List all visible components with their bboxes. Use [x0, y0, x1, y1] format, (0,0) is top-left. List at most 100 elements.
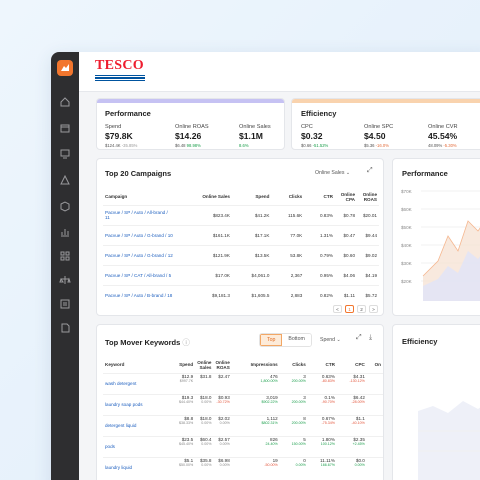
cell-value: 3,019: [266, 394, 278, 400]
table-row[interactable]: Pacvue / SP / CAT / All-brand / 5 $17.0K $…: [103, 265, 379, 285]
cell-value: $2.35: [353, 436, 365, 442]
online-sales-label: Online Sales: [239, 124, 271, 130]
column-header[interactable]: Online ROAS: [215, 359, 230, 370]
column-header[interactable]: Campaign: [105, 194, 128, 200]
campaign-link[interactable]: Pacvue / SP / Auto / B-brand / 18: [105, 292, 173, 298]
column-header[interactable]: Online CPA: [340, 191, 355, 202]
scale-icon[interactable]: [59, 274, 71, 286]
table-row[interactable]: detergent liquid $8.8 $38.33% $18.0 0.00% $2.…: [103, 415, 383, 436]
table-cell: $6.98 0.00%: [213, 457, 231, 478]
table-row[interactable]: laundry soap pods $19.3 $44.40% $18.0 0.00% $…: [103, 394, 383, 415]
bar-chart-icon[interactable]: [59, 226, 71, 238]
table-row[interactable]: Pacvue / SP / Auto / All-brand / 11 $823.…: [103, 205, 379, 225]
efficiency-area: [418, 401, 480, 480]
column-header[interactable]: Spend: [255, 194, 270, 200]
keyword-metric-dropdown[interactable]: Spend ⌄: [320, 337, 341, 343]
cpc-label: CPC: [301, 124, 313, 130]
column-header[interactable]: On: [374, 362, 381, 368]
column-header[interactable]: Clicks: [292, 362, 306, 368]
campaign-link[interactable]: Pacvue / SP / Auto / G-brand / 10: [105, 232, 173, 238]
performance-chart-title: Performance: [402, 169, 448, 178]
table-cell: $9.02: [365, 252, 378, 258]
campaigns-title: Top 20 Campaigns: [105, 169, 172, 178]
column-header[interactable]: Online ROAS: [362, 191, 377, 202]
column-header[interactable]: Online Sales: [197, 359, 212, 370]
table-row[interactable]: pods $23.5 $45.40% $60.4 0.00% $2.57 0.00% 826 2…: [103, 436, 383, 457]
warning-icon[interactable]: [59, 174, 71, 186]
campaign-link[interactable]: Pacvue / SP / Auto / All-brand / 11: [105, 210, 168, 220]
metric-dropdown[interactable]: Online Sales ⌄: [315, 170, 350, 176]
page-2-button[interactable]: 2: [357, 305, 366, 313]
expand-icon[interactable]: ⤢: [367, 167, 373, 174]
table-cell: $23.5 $45.40%: [167, 436, 195, 457]
table-cell: 826 24.40%: [232, 436, 280, 457]
app-logo-icon[interactable]: [57, 60, 73, 76]
efficiency-chart: [418, 401, 480, 480]
efficiency-accent-bar: [292, 99, 480, 103]
campaign-link[interactable]: Pacvue / SP / Auto / G-brand / 12: [105, 252, 173, 258]
column-header[interactable]: Impressions: [250, 362, 278, 368]
online-spc-label: Online SPC: [364, 124, 394, 130]
table-cell: [367, 373, 383, 394]
cell-change: 100.12%: [320, 441, 335, 446]
column-header[interactable]: Spend: [179, 362, 194, 368]
column-header[interactable]: CTR: [325, 362, 335, 368]
keyword-link[interactable]: wash detergent: [105, 380, 137, 386]
y-tick-label: $30K: [401, 261, 413, 266]
column-header[interactable]: CTR: [323, 194, 333, 200]
cell-value: 8: [303, 415, 306, 421]
cell-change: $38.33%: [179, 420, 194, 425]
table-row[interactable]: Pacvue / SP / Auto / G-brand / 10 $161.1K…: [103, 225, 379, 245]
prev-page-button[interactable]: <: [333, 305, 342, 313]
table-cell: $18.0 0.00%: [195, 394, 213, 415]
tesco-logo[interactable]: TESCO: [95, 59, 145, 81]
cell-change: -40.10%: [351, 420, 365, 425]
tab-top[interactable]: Top: [260, 334, 283, 346]
table-cell: $60.4 0.00%: [195, 436, 213, 457]
keyword-link[interactable]: laundry soap pods: [105, 401, 143, 407]
home-icon[interactable]: [59, 96, 71, 108]
table-row[interactable]: wash detergent $12.9 $997.7K $31.8 $2.47 476 1…: [103, 373, 383, 394]
keyword-link[interactable]: laundry liquid: [105, 465, 133, 471]
table-cell: 2,367: [290, 272, 303, 278]
cell-change: $997.7K: [179, 378, 194, 383]
campaign-link[interactable]: Pacvue / SP / CAT / All-brand / 5: [105, 272, 172, 278]
efficiency-chart-card: Efficiency: [392, 324, 480, 480]
column-header[interactable]: Online Sales: [202, 194, 230, 200]
next-page-button[interactable]: >: [369, 305, 378, 313]
page-1-button[interactable]: 1: [345, 305, 354, 313]
download-icon[interactable]: ⤓: [369, 334, 373, 341]
calendar-icon[interactable]: [59, 122, 71, 134]
table-row[interactable]: Pacvue / SP / Auto / B-brand / 18 $9,181.…: [103, 285, 379, 305]
table-row[interactable]: laundry liquid $5.1 $50.00% $35.8 0.00% $6.98…: [103, 457, 383, 478]
cell-value: 5: [303, 436, 306, 442]
cell-value: $2.57: [218, 436, 230, 442]
keyword-link[interactable]: pods: [105, 443, 115, 449]
cell-change: 200.00%: [291, 399, 306, 404]
tab-bottom[interactable]: Bottom: [282, 334, 311, 346]
keyword-link[interactable]: detergent liquid: [105, 422, 137, 428]
expand-icon[interactable]: ⤢: [356, 334, 362, 341]
monitor-icon[interactable]: [59, 148, 71, 160]
table-row[interactable]: Pacvue / SP / Auto / G-brand / 12 $121.9K…: [103, 245, 379, 265]
performance-area-chart: $70K $60K $50K $40K $30K $20K: [401, 189, 480, 301]
cell-value: $2.47: [218, 373, 230, 379]
online-sales-value: $1.1M: [239, 131, 263, 141]
list-icon[interactable]: [59, 298, 71, 310]
table-cell: 8 200.00%: [280, 415, 308, 436]
chevron-down-icon: ⌄: [336, 337, 341, 343]
column-header[interactable]: Keyword: [105, 362, 125, 368]
table-cell: 1.80% 100.12%: [308, 436, 337, 457]
cell-value: $31.8: [199, 373, 212, 379]
info-icon[interactable]: ⓘ: [182, 338, 190, 347]
table-cell: $17.0K: [215, 272, 230, 278]
online-roas-comparison: $6.48 98.98%: [175, 143, 201, 148]
box-icon[interactable]: [59, 200, 71, 212]
pagination: < 1 2 >: [333, 305, 378, 313]
document-icon[interactable]: [59, 322, 71, 334]
column-header[interactable]: Clicks: [288, 194, 303, 200]
cell-change: -50.00%: [264, 462, 278, 467]
column-header[interactable]: CPC: [355, 362, 365, 368]
efficiency-chart-title: Efficiency: [402, 337, 438, 346]
grid-icon[interactable]: [59, 250, 71, 262]
